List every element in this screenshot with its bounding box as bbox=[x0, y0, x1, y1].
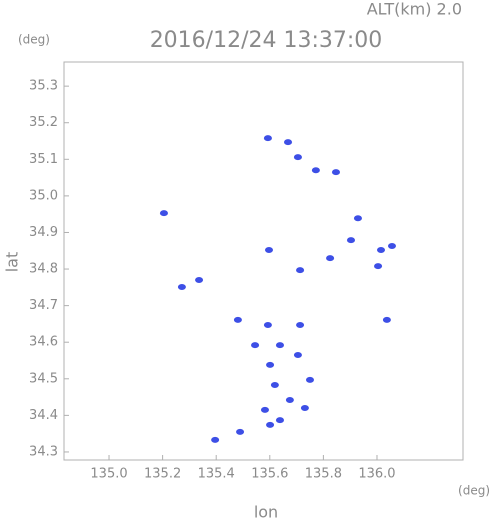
y-tick-label: 35.3 bbox=[29, 79, 58, 94]
plot-frame bbox=[63, 61, 464, 461]
y-unit: (deg) bbox=[18, 33, 50, 47]
x-tick-label: 135.6 bbox=[251, 467, 288, 482]
altitude-label: ALT(km) 2.0 bbox=[367, 0, 462, 19]
echo-point bbox=[293, 154, 302, 161]
x-tick-label: 135.4 bbox=[198, 467, 235, 482]
echo-point bbox=[296, 267, 305, 274]
echo-point bbox=[275, 342, 284, 349]
echo-point bbox=[326, 255, 335, 262]
echo-point bbox=[284, 139, 293, 146]
echo-point bbox=[374, 263, 383, 270]
echo-point bbox=[331, 169, 340, 176]
echo-point bbox=[285, 397, 294, 404]
y-tick-label: 34.4 bbox=[29, 408, 58, 423]
x-axis-label: lon bbox=[254, 503, 278, 521]
x-tick-label: 135.2 bbox=[144, 467, 181, 482]
x-tick-label: 136.0 bbox=[358, 467, 395, 482]
echo-point bbox=[377, 247, 386, 254]
echo-point bbox=[311, 167, 320, 174]
echo-point bbox=[266, 361, 275, 368]
echo-point bbox=[263, 135, 272, 142]
echo-point bbox=[353, 215, 362, 222]
y-tick-label: 35.2 bbox=[29, 115, 58, 130]
x-unit: (deg) bbox=[458, 484, 490, 498]
y-tick-label: 34.9 bbox=[29, 225, 58, 240]
echo-point bbox=[293, 352, 302, 359]
echo-point bbox=[251, 342, 260, 349]
echo-point bbox=[159, 210, 168, 217]
y-tick-label: 35.0 bbox=[29, 188, 58, 203]
echo-point bbox=[266, 421, 275, 428]
y-tick-label: 34.8 bbox=[29, 262, 58, 277]
y-tick-label: 34.5 bbox=[29, 371, 58, 386]
chart-title: 2016/12/24 13:37:00 bbox=[150, 28, 383, 53]
echo-point bbox=[177, 283, 186, 290]
echo-point bbox=[236, 428, 245, 435]
x-tick-label: 135.8 bbox=[305, 467, 342, 482]
echo-point bbox=[387, 243, 396, 250]
echo-point bbox=[263, 322, 272, 329]
echo-point bbox=[233, 316, 242, 323]
echo-point bbox=[300, 405, 309, 412]
echo-point bbox=[211, 436, 220, 443]
echo-point bbox=[305, 376, 314, 383]
echo-point bbox=[260, 406, 269, 413]
echo-point bbox=[346, 237, 355, 244]
echo-point bbox=[264, 247, 273, 254]
echo-point bbox=[296, 322, 305, 329]
y-tick-label: 34.6 bbox=[29, 335, 58, 350]
echo-point bbox=[275, 417, 284, 424]
echo-point bbox=[270, 382, 279, 389]
y-tick-label: 34.3 bbox=[29, 444, 58, 459]
y-axis-label: lat bbox=[3, 252, 22, 273]
x-tick-label: 135.0 bbox=[90, 467, 127, 482]
echo-point bbox=[195, 277, 204, 284]
y-tick-label: 35.1 bbox=[29, 152, 58, 167]
echo-point bbox=[382, 316, 391, 323]
y-tick-label: 34.7 bbox=[29, 298, 58, 313]
